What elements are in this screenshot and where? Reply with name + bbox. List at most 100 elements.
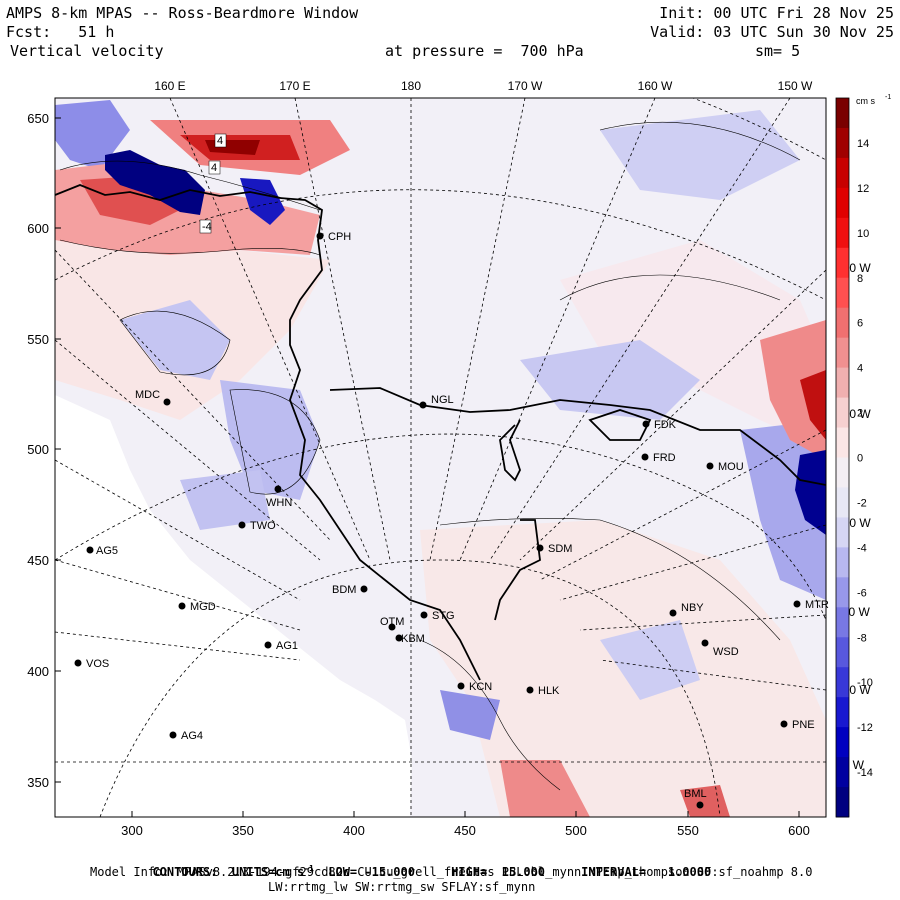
colorbar-segment <box>836 697 849 728</box>
station-marker <box>536 544 544 552</box>
map-frame <box>54 97 827 818</box>
colorbar-segment <box>836 217 849 249</box>
station-marker <box>526 686 534 694</box>
station-label: WHN <box>266 497 292 509</box>
colorbar-tick-label: -4 <box>857 542 867 554</box>
contour-range: LOW= -15.000 HIGH= 15.000 INTERVAL= 1.00… <box>313 865 712 879</box>
station-label: BML <box>684 788 707 800</box>
colorbar-tick-label: -10 <box>857 677 873 689</box>
strong-descent-core <box>240 178 285 225</box>
colorbar-segment <box>836 427 849 458</box>
station-label: HLK <box>538 685 560 697</box>
x-tick-label: 600 <box>788 823 810 838</box>
longitude-label: 170 E <box>279 79 310 93</box>
stations: CPH NGL MDC FDK FRD MOU WHN TWO SDM AG5 BDM MGD NBY O… <box>74 231 829 809</box>
x-tick-label: 350 <box>232 823 254 838</box>
no-data-region <box>55 395 412 817</box>
station-fdk: FDK <box>642 419 677 431</box>
contour-label-box <box>214 133 227 148</box>
station-label: NBY <box>681 602 704 614</box>
contour-label-box <box>199 219 212 234</box>
colorbar-segment <box>836 667 849 698</box>
station-mgd: MGD <box>178 601 216 613</box>
strong-ascent-area <box>500 760 590 817</box>
station-marker <box>74 659 82 667</box>
colorbar-tick-label: -14 <box>857 767 873 779</box>
colorbar-tick-label: -6 <box>857 587 867 599</box>
colorbar-tick-label: 14 <box>857 138 869 150</box>
station-bdm: BDM <box>332 584 368 596</box>
colorbar-segment <box>836 517 849 548</box>
station-marker <box>642 420 650 428</box>
colorbar-tick-label: -12 <box>857 722 873 734</box>
y-axis: 650 600 550 500 450 400 350 <box>27 111 61 790</box>
colorbar-segment <box>836 457 849 488</box>
station-ag1: AG1 <box>264 640 298 652</box>
colorbar-tick-label: 0 <box>857 453 863 465</box>
colorbar-segment <box>836 727 849 758</box>
x-tick-label: 300 <box>121 823 143 838</box>
station-vos: VOS <box>74 658 109 670</box>
station-label: TWO <box>250 520 276 532</box>
station-label: AG4 <box>181 730 203 742</box>
descent-area <box>600 620 700 700</box>
descent-area <box>120 300 230 380</box>
valid-time: Valid: 03 UTC Sun 30 Nov 25 <box>650 23 894 41</box>
station-label: FDK <box>654 419 677 431</box>
station-pne: PNE <box>780 719 815 731</box>
y-tick-label: 650 <box>27 111 49 126</box>
strong-descent-core <box>105 150 205 215</box>
y-tick-label: 550 <box>27 332 49 347</box>
colorbar-segment <box>836 607 849 638</box>
station-label: VOS <box>86 658 109 670</box>
station-marker <box>238 521 246 529</box>
smoothing: sm= 5 <box>755 42 801 60</box>
station-label: MTR <box>805 599 829 611</box>
station-marker <box>360 585 368 593</box>
station-ag4: AG4 <box>169 730 203 742</box>
strong-ascent-area <box>680 785 730 817</box>
pressure-level: at pressure = 700 hPa <box>385 42 584 60</box>
colorbar-segment <box>836 397 849 429</box>
descent-area <box>180 470 270 530</box>
forecast-hour: Fcst: 51 h <box>6 23 115 41</box>
station-marker <box>274 485 282 493</box>
station-marker <box>86 546 94 554</box>
station-label: MGD <box>190 601 216 613</box>
descent-area <box>600 110 800 200</box>
longitude-labels-top: 160 E 170 E 180 170 W 160 W 150 W <box>154 79 813 93</box>
model-info: Model Info: MPASv8.2.3-194-gf29cd82c CU:… <box>90 865 813 879</box>
colorbar-tick-label: 10 <box>857 228 869 240</box>
station-label: FRD <box>653 452 676 464</box>
station-label: MDC <box>135 389 160 401</box>
contour-label: 4 <box>211 162 217 174</box>
colorbar-segment <box>836 577 849 608</box>
station-marker <box>163 398 171 406</box>
init-time: Init: 00 UTC Fri 28 Nov 25 <box>659 4 894 22</box>
contour-value-labels: 4 4 -4 <box>199 133 227 234</box>
station-label: AG1 <box>276 640 298 652</box>
colorbar-segment <box>836 367 849 399</box>
station-kcn: KCN <box>457 681 492 693</box>
station-marker <box>388 623 396 631</box>
contour-lines <box>59 121 801 791</box>
station-marker <box>701 639 709 647</box>
colorbar-tick-label: 12 <box>857 183 869 195</box>
station-label: NGL <box>431 394 454 406</box>
colorbar-tick-label: 4 <box>857 363 863 375</box>
contour-info: CONTOURS: UNITS=cm s-1 LOW= -15.000 HIGH… <box>138 850 711 879</box>
station-marker <box>457 682 465 690</box>
station-label: WSD <box>713 646 739 658</box>
station-label: PNE <box>792 719 815 731</box>
station-mdc: MDC <box>135 389 171 406</box>
colorbar-segment <box>836 787 849 818</box>
contour-units-exp: -1 <box>304 864 314 873</box>
descent-area <box>220 380 320 500</box>
contour-label: 4 <box>217 135 223 147</box>
station-label: OTM <box>380 616 404 628</box>
colorbar-segment <box>836 127 849 159</box>
station-marker <box>641 453 649 461</box>
x-axis: 300 350 400 450 500 550 600 <box>121 811 810 838</box>
y-tick-label: 400 <box>27 664 49 679</box>
descent-area <box>55 100 130 170</box>
